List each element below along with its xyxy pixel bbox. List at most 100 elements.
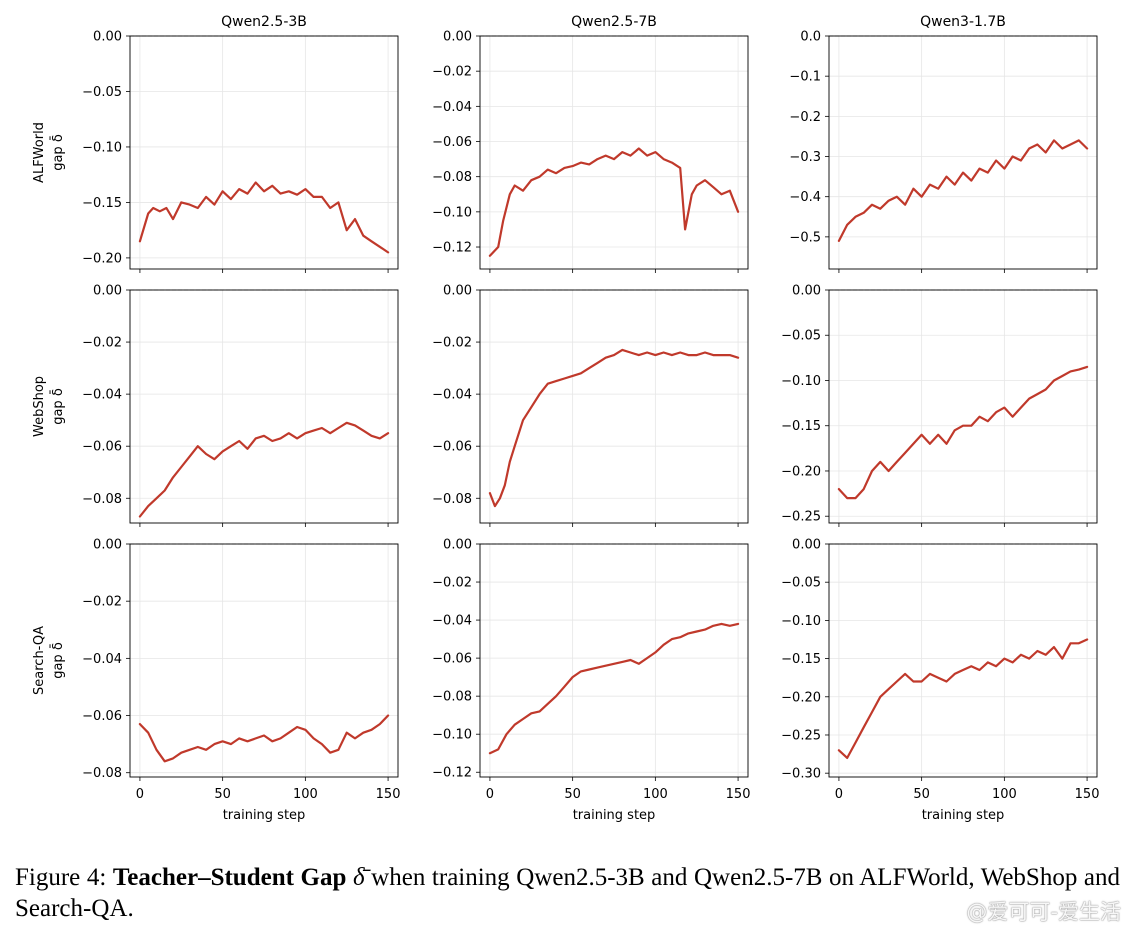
y-tick-label: −0.2 bbox=[789, 110, 821, 125]
y-tick-label: −0.02 bbox=[82, 595, 122, 610]
x-tick-label: 150 bbox=[376, 787, 401, 802]
y-axis-sublabel: gap δ̄ bbox=[51, 134, 66, 171]
x-tick-label: 0 bbox=[136, 787, 144, 802]
y-tick-label: −0.10 bbox=[82, 140, 122, 155]
y-tick-label: −0.15 bbox=[781, 652, 821, 667]
y-tick-label: −0.06 bbox=[82, 440, 122, 455]
y-tick-label: −0.3 bbox=[789, 150, 821, 165]
y-tick-label: −0.05 bbox=[82, 85, 122, 100]
caption-bold: Teacher–Student Gap bbox=[112, 864, 347, 891]
y-tick-label: −0.15 bbox=[781, 419, 821, 434]
y-tick-label: −0.02 bbox=[432, 65, 472, 80]
y-axis-sublabel: gap δ̄ bbox=[51, 388, 66, 425]
x-axis-label: training step bbox=[573, 808, 656, 823]
x-tick-label: 100 bbox=[293, 787, 318, 802]
y-tick-label: −0.04 bbox=[432, 614, 472, 629]
series-line bbox=[488, 622, 740, 755]
axes-frame bbox=[828, 289, 1098, 524]
axes-frame bbox=[828, 543, 1098, 778]
axes-frame bbox=[129, 35, 399, 270]
y-tick-label: −0.02 bbox=[432, 336, 472, 351]
figure-grid: 0.00−0.05−0.10−0.15−0.20Qwen2.5-3BALFWor… bbox=[32, 14, 1099, 824]
y-tick-label: −0.25 bbox=[781, 728, 821, 743]
y-tick-label: 0.0 bbox=[800, 30, 821, 45]
panel-title: Qwen2.5-3B bbox=[221, 14, 307, 30]
panel-title: Qwen3-1.7B bbox=[920, 14, 1006, 30]
y-tick-label: −0.15 bbox=[82, 196, 122, 211]
axes-frame bbox=[129, 543, 399, 778]
y-tick-label: 0.00 bbox=[792, 538, 821, 553]
series-line bbox=[837, 139, 1089, 242]
panel-3-3: 0.00 −0.05 −0.10 −0.15 −0.20 −0.25 −0.30 0 50 100… bbox=[781, 538, 1099, 824]
panel-1-3: 0.0 −0.1 −0.2 −0.3 −0.4 −0.5 Qwen3-1.7B bbox=[789, 14, 1098, 273]
series-line bbox=[837, 638, 1089, 759]
y-tick-label: −0.30 bbox=[781, 767, 821, 782]
y-axis-label: ALFWorld bbox=[32, 122, 47, 183]
y-tick-label: −0.04 bbox=[82, 652, 122, 667]
y-tick-label: 0.00 bbox=[443, 284, 472, 299]
x-tick-label: 50 bbox=[564, 787, 581, 802]
series-line bbox=[488, 147, 740, 257]
y-tick-label: −0.08 bbox=[432, 690, 472, 705]
panel-1-2: 0.00 −0.02 −0.04 −0.06 −0.08 −0.10 −0.12 Qwen2.… bbox=[432, 14, 749, 273]
axes-frame bbox=[479, 289, 749, 524]
y-tick-label: 0.00 bbox=[93, 538, 122, 553]
panel-3-1: 0.00 −0.02 −0.04 −0.06 −0.08 0 50 100 150 trainin… bbox=[32, 538, 400, 824]
y-tick-label: −0.04 bbox=[82, 388, 122, 403]
y-tick-label: −0.02 bbox=[432, 576, 472, 591]
y-axis-sublabel: gap δ̄ bbox=[51, 642, 66, 679]
y-axis-label: WebShop bbox=[32, 376, 47, 437]
y-axis-label: Search-QA bbox=[32, 626, 47, 695]
series-line bbox=[138, 181, 390, 254]
y-tick-label: −0.06 bbox=[432, 440, 472, 455]
y-tick-label: −0.05 bbox=[781, 576, 821, 591]
series-line bbox=[488, 348, 740, 508]
y-tick-label: −0.5 bbox=[789, 230, 821, 245]
x-tick-label: 50 bbox=[913, 787, 930, 802]
x-tick-label: 0 bbox=[835, 787, 843, 802]
x-tick-label: 0 bbox=[486, 787, 494, 802]
panel-2-2: 0.00 −0.02 −0.04 −0.06 −0.08 bbox=[432, 284, 749, 527]
y-tick-label: 0.00 bbox=[93, 284, 122, 299]
panel-3-2: 0.00 −0.02 −0.04 −0.06 −0.08 −0.10 −0.12 0 50 100… bbox=[432, 538, 750, 824]
axes-frame bbox=[828, 35, 1098, 270]
y-tick-label: −0.04 bbox=[432, 100, 472, 115]
y-tick-label: −0.4 bbox=[789, 190, 821, 205]
y-tick-label: −0.10 bbox=[432, 205, 472, 220]
y-tick-label: −0.20 bbox=[781, 690, 821, 705]
axes-frame bbox=[479, 35, 749, 270]
series-line bbox=[138, 714, 390, 763]
y-tick-label: −0.04 bbox=[432, 388, 472, 403]
y-tick-label: −0.12 bbox=[432, 241, 472, 256]
x-axis-label: training step bbox=[223, 808, 306, 823]
x-tick-label: 100 bbox=[643, 787, 668, 802]
y-tick-label: −0.08 bbox=[82, 766, 122, 781]
y-tick-label: −0.02 bbox=[82, 336, 122, 351]
panel-1-1: 0.00 −0.05 −0.10 −0.15 −0.20 Qwen2.5-3B ALFWor… bbox=[32, 14, 399, 273]
y-tick-label: −0.10 bbox=[781, 374, 821, 389]
caption-symbol: δ̄ bbox=[352, 864, 365, 891]
watermark: @爱可可-爱生活 bbox=[966, 900, 1121, 924]
y-tick-label: 0.00 bbox=[792, 284, 821, 299]
figure-caption: Figure 4: Teacher–Student Gap δ̄ when tr… bbox=[15, 862, 1120, 924]
y-tick-label: −0.10 bbox=[432, 728, 472, 743]
y-tick-label: 0.00 bbox=[443, 538, 472, 553]
y-tick-label: −0.06 bbox=[432, 135, 472, 150]
panel-2-3: 0.00 −0.05 −0.10 −0.15 −0.20 −0.25 bbox=[781, 284, 1098, 527]
y-tick-label: −0.05 bbox=[781, 329, 821, 344]
y-tick-label: −0.1 bbox=[789, 70, 821, 85]
y-tick-label: −0.10 bbox=[781, 614, 821, 629]
y-tick-label: −0.08 bbox=[432, 492, 472, 507]
x-tick-label: 150 bbox=[1075, 787, 1100, 802]
x-axis-label: training step bbox=[922, 808, 1005, 823]
y-tick-label: 0.00 bbox=[93, 30, 122, 45]
x-tick-label: 100 bbox=[992, 787, 1017, 802]
caption-rest: when training Qwen2.5-3B and Qwen2.5-7B … bbox=[15, 864, 1121, 922]
caption-prefix: Figure 4: bbox=[15, 864, 113, 891]
y-tick-label: 0.00 bbox=[443, 30, 472, 45]
y-tick-label: −0.08 bbox=[432, 170, 472, 185]
series-line bbox=[138, 421, 390, 518]
y-tick-label: −0.12 bbox=[432, 766, 472, 781]
x-tick-label: 50 bbox=[214, 787, 231, 802]
x-tick-label: 150 bbox=[726, 787, 751, 802]
